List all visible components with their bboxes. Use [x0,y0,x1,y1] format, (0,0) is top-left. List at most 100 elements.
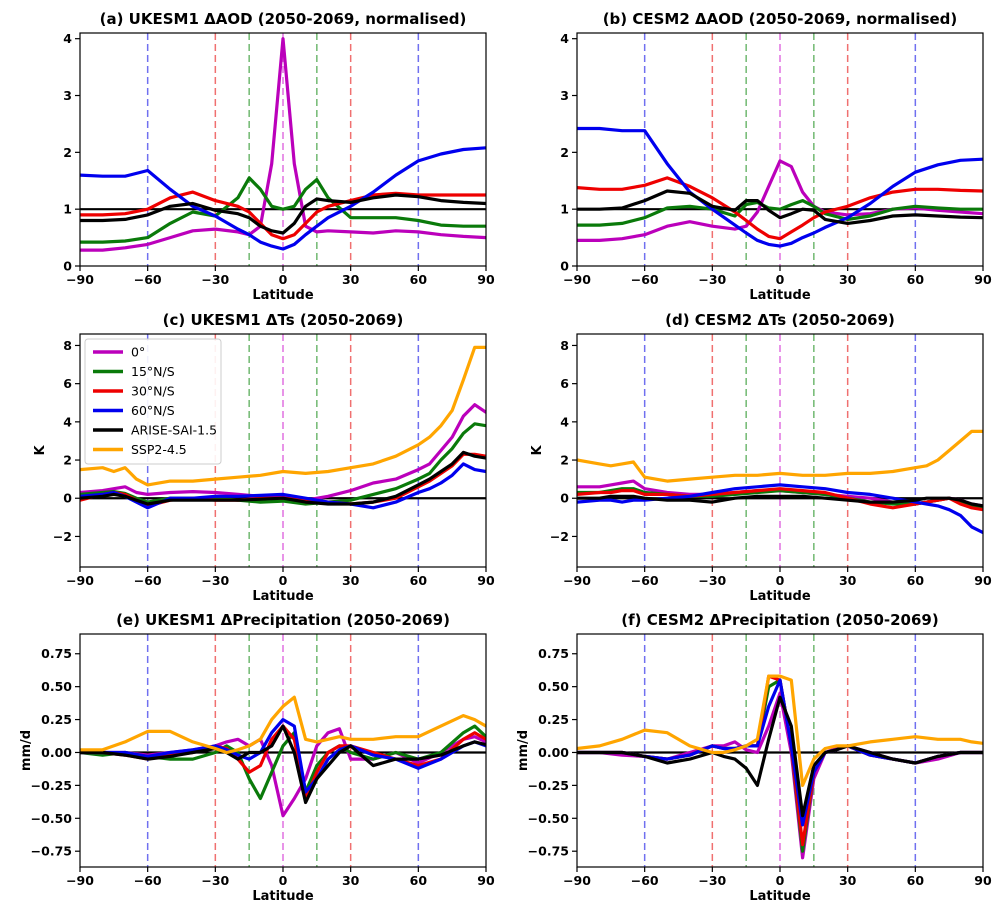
y-tick-label: −0.25 [31,778,72,793]
x-tick-label: −90 [563,873,591,888]
y-tick-label: −0.75 [31,844,72,859]
x-tick-label: 30 [342,573,360,588]
x-tick-label: −60 [631,272,659,287]
series-lat60 [80,146,486,251]
series-lat60 [577,126,983,248]
y-tick-label: 2 [63,453,72,468]
y-tick-label: −2 [53,529,72,544]
x-tick-label: 30 [342,272,360,287]
y-axis-label: K [530,445,545,456]
series-arise [80,450,486,506]
legend-label-arise: ARISE-SAI-1.5 [131,423,217,438]
panel-title: (a) UKESM1 ΔAOD (2050-2069, normalised) [100,10,467,28]
legend-label-lat15: 15°N/S [131,364,175,379]
x-tick-label: 0 [776,272,785,287]
y-tick-label: 1 [63,202,72,217]
y-tick-label: 0 [63,491,72,506]
x-tick-label: −90 [563,272,591,287]
x-tick-label: 30 [839,272,857,287]
panel-title: (e) UKESM1 ΔPrecipitation (2050-2069) [116,611,450,629]
x-tick-label: 90 [974,573,992,588]
panel-title: (d) CESM2 ΔTs (2050-2069) [665,311,895,329]
x-tick-label: −30 [201,873,229,888]
x-tick-label: 90 [477,873,495,888]
y-tick-label: 0.25 [538,712,569,727]
x-tick-label: −30 [698,272,726,287]
x-tick-label: −30 [201,573,229,588]
panel-b: −90 −60 −30 0 30 60 90 0 1 2 3 4 (b) CESM2 ΔAOD (205… [560,10,992,303]
y-tick-label: −0.75 [528,844,569,859]
x-tick-label: −60 [134,272,162,287]
y-tick-label: 8 [560,338,569,353]
y-tick-label: 6 [63,376,72,391]
x-tick-label: 0 [776,873,785,888]
x-tick-label: 60 [410,272,428,287]
series-ssp [577,429,983,483]
x-tick-label: −30 [201,272,229,287]
x-tick-label: 90 [974,272,992,287]
x-tick-label: −90 [563,573,591,588]
y-tick-label: 0 [63,259,72,274]
series-lat30 [577,487,983,512]
legend-label-lat60: 60°N/S [131,403,175,418]
series-lat30 [80,190,486,241]
x-axis-label: Latitude [252,589,314,604]
x-tick-label: 0 [776,573,785,588]
y-tick-label: −0.50 [528,811,570,826]
panel-title: (f) CESM2 ΔPrecipitation (2050-2069) [621,611,938,629]
legend-label-lat30: 30°N/S [131,384,175,399]
y-tick-label: 0.75 [538,646,569,661]
y-tick-label: 4 [560,414,569,429]
y-axis-label: mm/d [19,730,34,771]
x-tick-label: 90 [477,272,495,287]
y-tick-label: 8 [63,338,72,353]
panel-d: −90 −60 −30 0 30 60 90 −2 0 2 4 6 8 (d) CESM2 ΔTs (20… [530,311,992,604]
x-tick-label: 0 [279,272,288,287]
x-tick-label: −90 [66,573,94,588]
series-arise [577,494,983,508]
y-tick-label: 0 [560,259,569,274]
x-tick-label: 30 [342,873,360,888]
y-tick-label: 0 [560,491,569,506]
x-tick-label: 90 [974,873,992,888]
y-tick-label: 0.00 [538,745,569,760]
x-tick-label: 60 [410,873,428,888]
x-tick-label: 0 [279,573,288,588]
x-tick-label: −30 [698,873,726,888]
x-tick-label: −60 [631,873,659,888]
series-arise [577,189,983,225]
panel-e: −90 −60 −30 0 30 60 90 −0.75 −0.50 −0.25 0.00 0.25 0… [19,611,495,904]
x-axis-label: Latitude [749,889,811,904]
y-axis-label: mm/d [516,730,531,771]
x-axis-label: Latitude [252,889,314,904]
x-tick-label: 90 [477,573,495,588]
legend-label-ssp: SSP2-4.5 [131,442,187,457]
y-tick-label: 0.50 [538,679,569,694]
y-tick-label: 4 [63,414,72,429]
y-tick-label: 0.50 [41,679,72,694]
legend-label-lat0: 0° [131,345,145,360]
y-tick-label: −2 [550,529,569,544]
x-tick-label: −90 [66,873,94,888]
x-tick-label: 60 [410,573,428,588]
y-tick-label: −0.50 [31,811,73,826]
y-tick-label: 4 [560,31,569,46]
y-tick-label: 3 [560,88,569,103]
panel-title: (b) CESM2 ΔAOD (2050-2069, normalised) [603,10,958,28]
y-tick-label: 0.75 [41,646,72,661]
x-tick-label: 60 [907,873,925,888]
panel-title: (c) UKESM1 ΔTs (2050-2069) [163,311,404,329]
y-tick-label: 0.00 [41,745,72,760]
panel-f: −90 −60 −30 0 30 60 90 −0.75 −0.50 −0.25 0.00 0.25 0… [516,611,992,904]
series-arise [80,724,486,805]
panel-a: −90 −60 −30 0 30 60 90 0 1 2 3 4 (a) UKESM1 ΔAOD (20… [63,10,495,303]
y-tick-label: 6 [560,376,569,391]
y-tick-label: 2 [63,145,72,160]
x-axis-label: Latitude [252,288,314,303]
panel-c: −90 −60 −30 0 30 60 90 −2 0 2 4 6 8 (c) UKESM1 ΔTs (2… [33,311,495,604]
y-axis-label: K [33,445,48,456]
series-ssp [80,695,486,755]
y-tick-label: 4 [63,31,72,46]
x-axis-label: Latitude [749,589,811,604]
